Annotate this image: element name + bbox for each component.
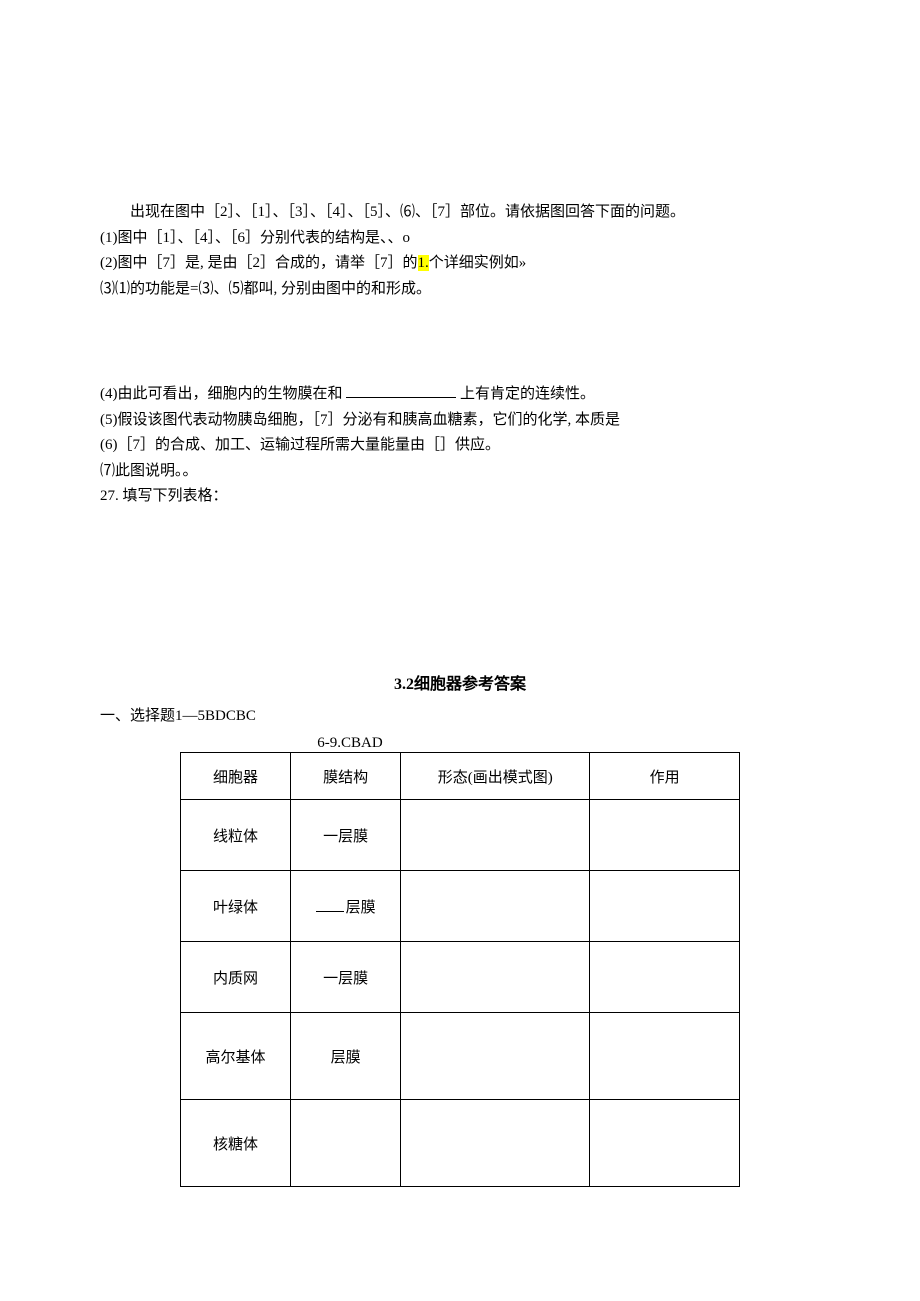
text: (1)图中［1］、［4］、［6］分别代表的结构是、、o <box>100 230 410 246</box>
spacer <box>100 510 820 640</box>
text: (5)假设该图代表动物胰岛细胞，［7］分泌有和胰高血糖素，它们的化学, 本质是 <box>100 412 620 428</box>
membrane-cell: 一层膜 <box>291 942 401 1013</box>
table-header-cell: 形态(画出模式图) <box>401 753 590 800</box>
blank-line <box>346 382 456 398</box>
question-3: ⑶⑴的功能是=⑶、⑸都叫, 分别由图中的和形成。 <box>100 277 820 303</box>
shape-cell <box>401 1100 590 1187</box>
membrane-cell <box>291 1100 401 1187</box>
question-2: (2)图中［7］是, 是由［2］合成的，请举［7］的1.个详细实例如» <box>100 251 820 277</box>
shape-cell <box>401 942 590 1013</box>
text: 层膜 <box>346 900 376 916</box>
organelle-name-cell: 高尔基体 <box>181 1013 291 1100</box>
function-cell <box>590 942 740 1013</box>
function-cell <box>590 1100 740 1187</box>
shape-cell <box>401 800 590 871</box>
membrane-cell: 一层膜 <box>291 800 401 871</box>
function-cell <box>590 1013 740 1100</box>
question-7: ⑺此图说明｡。 <box>100 459 820 485</box>
membrane-cell: 层膜 <box>291 871 401 942</box>
text: 一层膜 <box>323 829 368 845</box>
text: 出现在图中［2］、［1］、［3］、［4］、［5］、⑹、［7］部位。请依据图回答下… <box>130 204 685 220</box>
text: (6)［7］的合成、加工、运输过程所需大量能量由［］供应。 <box>100 437 500 453</box>
section-title: 3.2细胞器参考答案 <box>100 670 820 694</box>
membrane-cell: 层膜 <box>291 1013 401 1100</box>
question-6: (6)［7］的合成、加工、运输过程所需大量能量由［］供应。 <box>100 433 820 459</box>
text: 个详细实例如» <box>429 255 527 271</box>
text: 27. 填写下列表格： <box>100 488 228 504</box>
organelle-table: 细胞器膜结构形态(画出模式图)作用 线粒体一层膜叶绿体层膜内质网一层膜高尔基体层… <box>180 752 740 1187</box>
table-row: 叶绿体 层膜 <box>181 871 740 942</box>
table-body: 线粒体一层膜叶绿体层膜内质网一层膜高尔基体层膜核糖体 <box>181 800 740 1187</box>
text: ⑶⑴的功能是=⑶、⑸都叫, 分别由图中的和形成。 <box>100 281 431 297</box>
text: 一层膜 <box>323 971 368 987</box>
question-1: (1)图中［1］、［4］、［6］分别代表的结构是、、o <box>100 226 820 252</box>
text: (4)由此可看出，细胞内的生物膜在和 <box>100 386 343 402</box>
function-cell <box>590 871 740 942</box>
question-27: 27. 填写下列表格： <box>100 484 820 510</box>
table-row: 线粒体 一层膜 <box>181 800 740 871</box>
function-cell <box>590 800 740 871</box>
table-header-row: 细胞器膜结构形态(画出模式图)作用 <box>181 753 740 800</box>
table-row: 高尔基体 层膜 <box>181 1013 740 1100</box>
table-header-cell: 作用 <box>590 753 740 800</box>
question-4: (4)由此可看出，细胞内的生物膜在和 上有肯定的连续性。 <box>100 382 820 408</box>
answer-range-2: 6-9.CBAD <box>0 735 710 752</box>
table-row: 核糖体 <box>181 1100 740 1187</box>
table-header-cell: 细胞器 <box>181 753 291 800</box>
table-row: 内质网 一层膜 <box>181 942 740 1013</box>
text: 层膜 <box>331 1050 361 1066</box>
text: (2)图中［7］是, 是由［2］合成的，请举［7］的 <box>100 255 418 271</box>
shape-cell <box>401 871 590 942</box>
blank-underline <box>316 896 344 912</box>
spacer <box>100 302 820 382</box>
shape-cell <box>401 1013 590 1100</box>
document-page: 出现在图中［2］、［1］、［3］、［4］、［5］、⑹、［7］部位。请依据图回答下… <box>0 0 920 1247</box>
organelle-name-cell: 叶绿体 <box>181 871 291 942</box>
paragraph-intro: 出现在图中［2］、［1］、［3］、［4］、［5］、⑹、［7］部位。请依据图回答下… <box>100 200 820 226</box>
text: ⑺此图说明｡。 <box>100 463 198 479</box>
table-head: 细胞器膜结构形态(画出模式图)作用 <box>181 753 740 800</box>
text: 上有肯定的连续性。 <box>460 386 595 402</box>
highlighted-text: 1. <box>418 255 429 271</box>
organelle-name-cell: 核糖体 <box>181 1100 291 1187</box>
question-5: (5)假设该图代表动物胰岛细胞，［7］分泌有和胰高血糖素，它们的化学, 本质是 <box>100 408 820 434</box>
table-header-cell: 膜结构 <box>291 753 401 800</box>
organelle-name-cell: 线粒体 <box>181 800 291 871</box>
answer-line-1: 一、选择题1—5BDCBC <box>100 704 820 730</box>
organelle-name-cell: 内质网 <box>181 942 291 1013</box>
